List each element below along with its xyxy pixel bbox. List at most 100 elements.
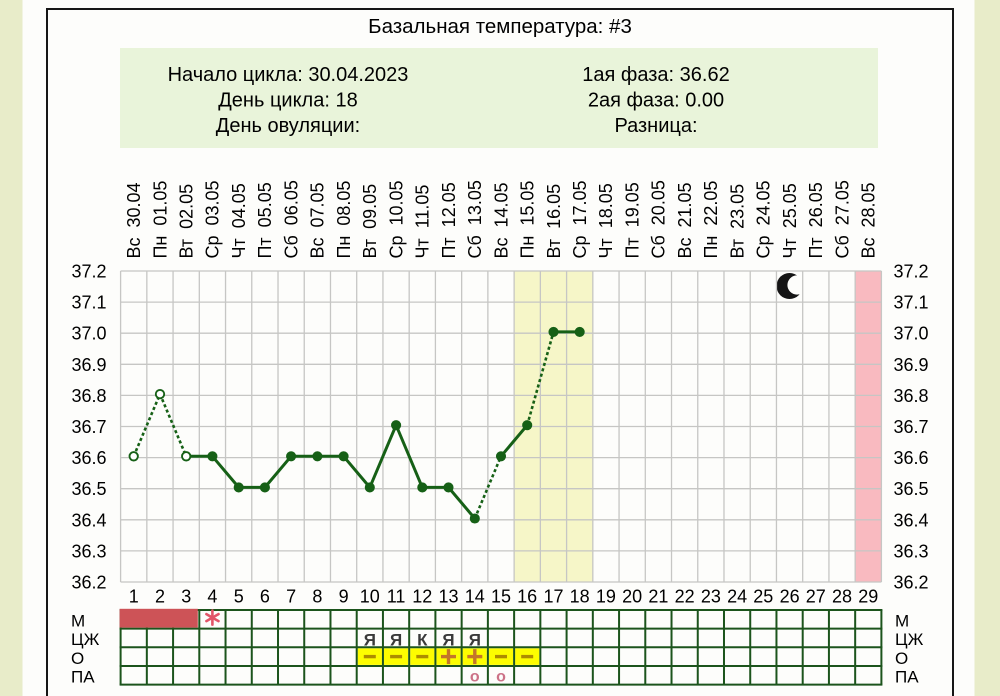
svg-text:Чт 18.05: Чт 18.05: [596, 183, 616, 258]
svg-text:о: о: [470, 669, 480, 686]
svg-text:36.2: 36.2: [894, 573, 929, 593]
svg-text:23: 23: [701, 587, 721, 607]
svg-text:36.3: 36.3: [894, 541, 929, 561]
svg-text:М: М: [71, 612, 85, 631]
svg-text:1ая фаза: 36.62: 1ая фаза: 36.62: [582, 64, 729, 86]
svg-text:Пн 22.05: Пн 22.05: [701, 181, 721, 259]
svg-text:4: 4: [207, 587, 217, 607]
svg-text:Я: Я: [469, 631, 481, 650]
svg-text:Сб 27.05: Сб 27.05: [832, 180, 852, 258]
svg-text:Базальная температура: #3: Базальная температура: #3: [368, 15, 632, 38]
svg-text:24: 24: [727, 587, 747, 607]
svg-text:21: 21: [648, 587, 668, 607]
svg-text:ЦЖ: ЦЖ: [71, 630, 100, 649]
svg-text:36.2: 36.2: [71, 573, 106, 593]
svg-text:13: 13: [438, 587, 458, 607]
svg-text:2ая фаза: 0.00: 2ая фаза: 0.00: [588, 90, 724, 112]
svg-text:37.1: 37.1: [894, 293, 929, 313]
svg-text:День овуляции:: День овуляции:: [216, 115, 360, 137]
svg-text:37.0: 37.0: [894, 324, 929, 344]
svg-text:36.3: 36.3: [71, 541, 106, 561]
svg-text:27: 27: [806, 587, 826, 607]
svg-text:Вс 14.05: Вс 14.05: [491, 182, 511, 258]
svg-text:Разница:: Разница:: [614, 115, 697, 137]
svg-text:36.6: 36.6: [894, 448, 929, 468]
svg-text:Ср 03.05: Ср 03.05: [203, 180, 223, 258]
svg-text:Я: Я: [390, 631, 402, 650]
svg-text:17: 17: [543, 587, 563, 607]
svg-text:Пт 19.05: Пт 19.05: [623, 182, 643, 258]
svg-text:Пт 26.05: Пт 26.05: [806, 182, 826, 258]
svg-text:О: О: [895, 649, 908, 668]
svg-text:15: 15: [491, 587, 511, 607]
svg-text:12: 12: [412, 587, 432, 607]
svg-text:Вт 16.05: Вт 16.05: [544, 184, 564, 259]
svg-text:9: 9: [339, 587, 349, 607]
svg-text:36.6: 36.6: [71, 448, 106, 468]
svg-text:Чт 11.05: Чт 11.05: [413, 185, 433, 259]
svg-text:36.9: 36.9: [71, 355, 106, 375]
svg-text:36.8: 36.8: [894, 386, 929, 406]
svg-text:ЦЖ: ЦЖ: [895, 630, 924, 649]
svg-text:36.5: 36.5: [894, 479, 929, 499]
svg-text:Сб 13.05: Сб 13.05: [465, 180, 485, 258]
svg-text:26: 26: [780, 587, 800, 607]
svg-text:Я: Я: [364, 631, 376, 650]
svg-text:Вт 09.05: Вт 09.05: [360, 184, 380, 259]
svg-text:Пн 01.05: Пн 01.05: [150, 181, 170, 259]
svg-text:К: К: [417, 631, 428, 650]
svg-text:2: 2: [155, 587, 165, 607]
svg-text:36.7: 36.7: [894, 417, 929, 437]
svg-text:29: 29: [858, 587, 878, 607]
svg-text:19: 19: [596, 587, 616, 607]
svg-text:18: 18: [570, 587, 590, 607]
svg-text:36.8: 36.8: [71, 386, 106, 406]
svg-text:Вс 28.05: Вс 28.05: [859, 182, 879, 258]
svg-text:36.7: 36.7: [71, 417, 106, 437]
svg-text:Вт 23.05: Вт 23.05: [727, 184, 747, 259]
svg-text:5: 5: [234, 587, 244, 607]
svg-text:36.4: 36.4: [894, 510, 929, 530]
svg-text:ПА: ПА: [895, 668, 919, 687]
svg-text:36.4: 36.4: [71, 510, 106, 530]
svg-text:28: 28: [832, 587, 852, 607]
svg-text:М: М: [895, 612, 909, 631]
svg-text:Начало цикла: 30.04.2023: Начало цикла: 30.04.2023: [168, 64, 409, 86]
svg-text:6: 6: [260, 587, 270, 607]
svg-text:22: 22: [675, 587, 695, 607]
svg-text:Вт 02.05: Вт 02.05: [177, 184, 197, 259]
svg-text:36.5: 36.5: [71, 479, 106, 499]
svg-text:36.9: 36.9: [894, 355, 929, 375]
svg-text:Пн 08.05: Пн 08.05: [334, 181, 354, 259]
svg-text:Чт 04.05: Чт 04.05: [229, 183, 249, 258]
svg-text:20: 20: [622, 587, 642, 607]
svg-text:37.2: 37.2: [71, 262, 106, 282]
svg-text:Вс 30.04: Вс 30.04: [124, 182, 144, 258]
svg-text:о: о: [496, 669, 506, 686]
svg-text:11: 11: [387, 587, 406, 607]
svg-text:8: 8: [312, 587, 322, 607]
svg-text:Ср 24.05: Ср 24.05: [754, 180, 774, 258]
svg-text:Сб 20.05: Сб 20.05: [649, 180, 669, 258]
svg-text:7: 7: [286, 587, 296, 607]
svg-text:37.0: 37.0: [71, 324, 106, 344]
svg-text:Сб 06.05: Сб 06.05: [281, 180, 301, 258]
svg-text:Пт 12.05: Пт 12.05: [439, 182, 459, 258]
svg-text:Чт 25.05: Чт 25.05: [780, 183, 800, 258]
svg-text:37.1: 37.1: [71, 293, 106, 313]
svg-text:Вс 21.05: Вс 21.05: [675, 182, 695, 258]
svg-text:10: 10: [360, 587, 380, 607]
svg-text:Ср 10.05: Ср 10.05: [386, 180, 406, 258]
svg-text:3: 3: [181, 587, 191, 607]
svg-text:37.2: 37.2: [894, 262, 929, 282]
svg-text:Я: Я: [442, 631, 454, 650]
svg-text:Пн 15.05: Пн 15.05: [518, 181, 538, 259]
svg-text:14: 14: [465, 587, 485, 607]
svg-text:Пт 05.05: Пт 05.05: [255, 182, 275, 258]
svg-text:О: О: [71, 649, 84, 668]
svg-text:16: 16: [517, 587, 537, 607]
svg-text:Ср 17.05: Ср 17.05: [570, 180, 590, 258]
svg-text:Вс 07.05: Вс 07.05: [308, 182, 328, 258]
svg-text:День цикла: 18: День цикла: 18: [218, 90, 357, 112]
svg-text:25: 25: [753, 587, 773, 607]
